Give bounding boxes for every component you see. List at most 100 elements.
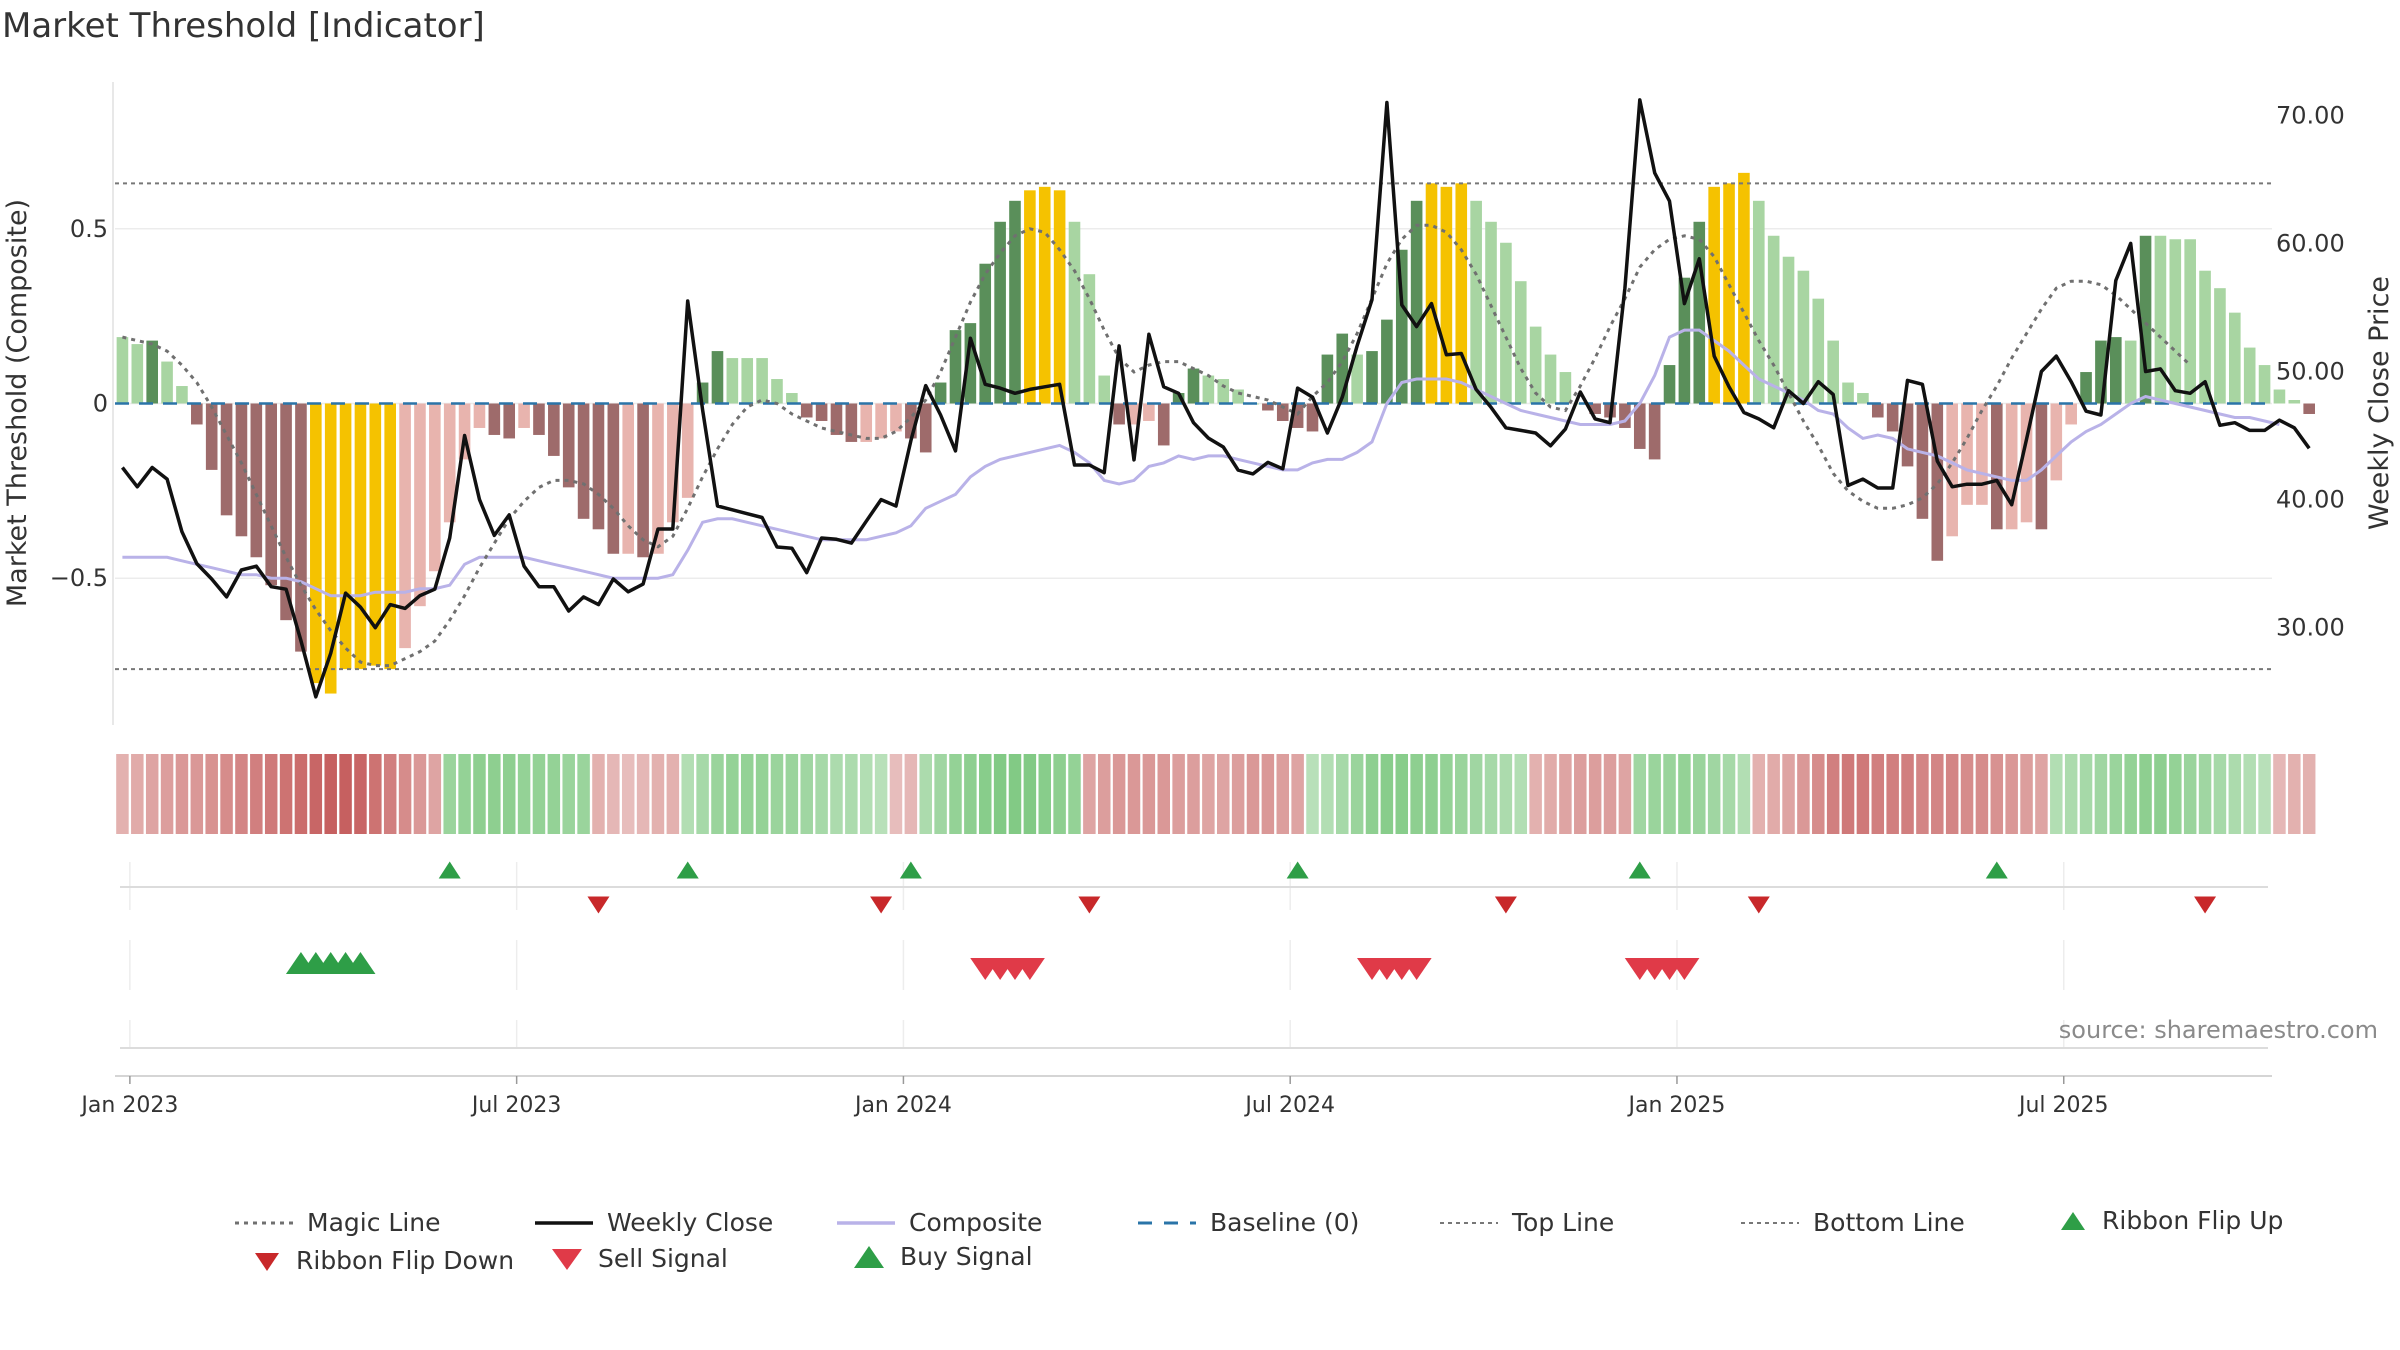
composite-bar (1202, 375, 1215, 404)
composite-bar (994, 221, 1006, 404)
composite-bar (2199, 270, 2211, 404)
y-tick-label-right: 40.00 (2276, 486, 2345, 514)
composite-bar (2110, 337, 2122, 404)
y-tick-label-right: 30.00 (2276, 614, 2345, 642)
ribbon-cell (1321, 754, 1334, 834)
ribbon-cell (889, 754, 903, 834)
ribbon-cell (1529, 754, 1542, 834)
composite-bar (860, 403, 873, 442)
legend-label: Magic Line (307, 1208, 441, 1237)
ribbon-cell (1246, 754, 1260, 834)
ribbon-cell (1306, 754, 1319, 834)
composite-bar (830, 403, 843, 435)
composite-bar (533, 403, 545, 435)
composite-bar (354, 403, 367, 670)
composite-bar (1752, 200, 1765, 404)
ribbon-flip-up-marker (676, 861, 699, 879)
composite-bar (324, 403, 337, 694)
ribbon-cell (1618, 754, 1632, 834)
ribbon-cell (473, 754, 486, 834)
composite-bar (1113, 403, 1125, 425)
ribbon-cell (443, 754, 456, 834)
composite-bar (443, 403, 456, 523)
composite-bar (919, 403, 932, 453)
triangle-down-icon (255, 1252, 279, 1271)
composite-bar (1485, 221, 1497, 404)
ribbon-cell (220, 754, 233, 834)
ribbon-cell (607, 754, 620, 834)
ribbon-cell (2124, 754, 2137, 834)
ribbon-cell (1588, 754, 1602, 834)
ribbon-cell (1826, 754, 1840, 834)
ribbon-cell (1678, 754, 1691, 834)
ribbon-cell (1380, 754, 1394, 834)
magic-line (122, 223, 2192, 668)
ribbon-cell (1231, 754, 1245, 834)
ribbon-cell (2302, 754, 2316, 834)
composite-bar (369, 403, 382, 666)
composite-bar (562, 403, 575, 488)
ribbon-cell (1574, 754, 1587, 834)
composite-bar (1440, 186, 1453, 404)
legend-label: Composite (909, 1208, 1043, 1237)
composite-bar (1143, 403, 1155, 421)
ribbon-cell (502, 754, 516, 834)
composite-bar (786, 393, 798, 404)
ribbon-cell (1633, 754, 1647, 834)
composite-bar (1723, 183, 1735, 404)
ribbon-cell (517, 754, 531, 834)
composite-bar (622, 403, 635, 554)
composite-bar (592, 403, 605, 530)
ribbon-cell (1395, 754, 1409, 834)
ribbon-cell (1990, 754, 2004, 834)
ribbon-cell (1916, 754, 1929, 834)
x-tick-label: Jul 2024 (1243, 1093, 1335, 1118)
ribbon-cell (755, 754, 769, 834)
composite-bar (1946, 403, 1958, 537)
y-tick-label-right: 70.00 (2276, 101, 2345, 129)
composite-bar (979, 263, 992, 404)
composite-bar (1812, 298, 1825, 404)
ribbon-cell (1886, 754, 1899, 834)
ribbon-cell (1083, 754, 1096, 834)
triangle-down-icon (552, 1248, 582, 1270)
legend-weekly-close: Weekly Close (535, 1208, 773, 1237)
ribbon-cell (1693, 754, 1706, 834)
ribbon-cell (800, 754, 813, 834)
composite-bar (1767, 235, 1780, 404)
legend-ribbon-flip-down: Ribbon Flip Down (252, 1246, 514, 1275)
composite-bar (949, 330, 962, 404)
composite-bar (2288, 400, 2301, 404)
ribbon-cell (1365, 754, 1379, 834)
composite-bar (1901, 403, 1914, 467)
composite-bar (756, 358, 768, 404)
ribbon-cell (2169, 754, 2182, 834)
ribbon-cell (1261, 754, 1275, 834)
y-tick-label-left: 0 (93, 390, 108, 418)
ribbon-cell (2035, 754, 2048, 834)
composite-bar (1336, 333, 1349, 404)
ribbon-cell (1350, 754, 1364, 834)
composite-bar (1366, 351, 1378, 404)
composite-bar (429, 403, 441, 572)
ribbon-cell (711, 754, 724, 834)
composite-bar (1410, 200, 1423, 404)
ribbon-strip (116, 754, 2316, 834)
ribbon-cell (1217, 754, 1230, 834)
ribbon-cell (2154, 754, 2167, 834)
composite-bar (1038, 186, 1051, 404)
composite-bar (2139, 235, 2152, 404)
ribbon-flip-down-marker (2194, 896, 2217, 914)
ribbon-cell (1663, 754, 1676, 834)
ribbon-cell (2243, 754, 2256, 834)
composite-bar (1098, 375, 1111, 404)
solid-line-icon (535, 1220, 593, 1225)
legend-top-line: Top Line (1440, 1208, 1614, 1237)
legend-label: Sell Signal (598, 1244, 728, 1273)
ribbon-cell (235, 754, 248, 834)
weekly-close-line (121, 98, 2311, 699)
composite-bar (220, 403, 233, 516)
composite-bar (1708, 186, 1720, 404)
composite-bar (711, 351, 724, 404)
y-tick-label-left: −0.5 (50, 564, 108, 592)
